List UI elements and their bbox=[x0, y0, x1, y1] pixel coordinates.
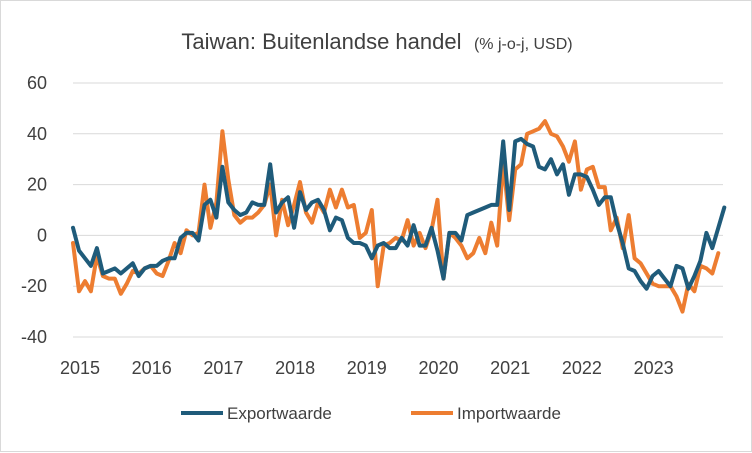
y-tick-label: 40 bbox=[27, 124, 47, 144]
x-tick-label: 2022 bbox=[562, 358, 602, 378]
y-tick-label: 60 bbox=[27, 73, 47, 93]
export-series-line bbox=[71, 136, 727, 291]
chart-title: Taiwan: Buitenlandse handel bbox=[181, 29, 461, 54]
y-tick-label: -20 bbox=[21, 276, 47, 296]
series-lines bbox=[71, 119, 727, 314]
gridlines bbox=[73, 82, 723, 338]
chart-title-group: Taiwan: Buitenlandse handel (% j-o-j, US… bbox=[181, 29, 572, 54]
x-tick-label: 2017 bbox=[203, 358, 243, 378]
y-tick-label: 0 bbox=[37, 225, 47, 245]
y-tick-label: 20 bbox=[27, 175, 47, 195]
chart-subtitle: (% j-o-j, USD) bbox=[474, 36, 573, 53]
legend-import-label: Importwaarde bbox=[457, 404, 561, 423]
x-tick-label: 2018 bbox=[275, 358, 315, 378]
y-tick-label: -40 bbox=[21, 327, 47, 347]
y-axis-tick-labels: 60 40 20 0 -20 -40 bbox=[21, 73, 47, 347]
x-axis-tick-labels: 2015 2016 2017 2018 2019 2020 2021 2022 2023 bbox=[60, 358, 674, 378]
import-series-line bbox=[71, 119, 721, 314]
x-tick-label: 2015 bbox=[60, 358, 100, 378]
x-tick-label: 2021 bbox=[490, 358, 530, 378]
legend: Exportwaarde Importwaarde bbox=[181, 404, 561, 423]
legend-export-label: Exportwaarde bbox=[227, 404, 332, 423]
x-tick-label: 2020 bbox=[418, 358, 458, 378]
x-tick-label: 2016 bbox=[132, 358, 172, 378]
x-tick-label: 2019 bbox=[347, 358, 387, 378]
x-tick-label: 2023 bbox=[634, 358, 674, 378]
